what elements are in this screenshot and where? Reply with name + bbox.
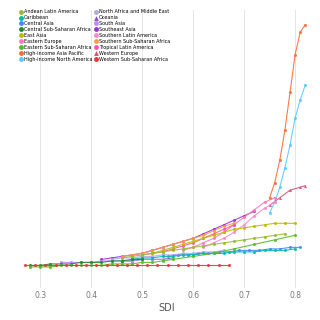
Legend: Andean Latin America, Caribbean, Central Asia, Central Sub-Saharan Africa, East : Andean Latin America, Caribbean, Central… <box>19 9 170 62</box>
X-axis label: SDI: SDI <box>158 302 175 313</box>
